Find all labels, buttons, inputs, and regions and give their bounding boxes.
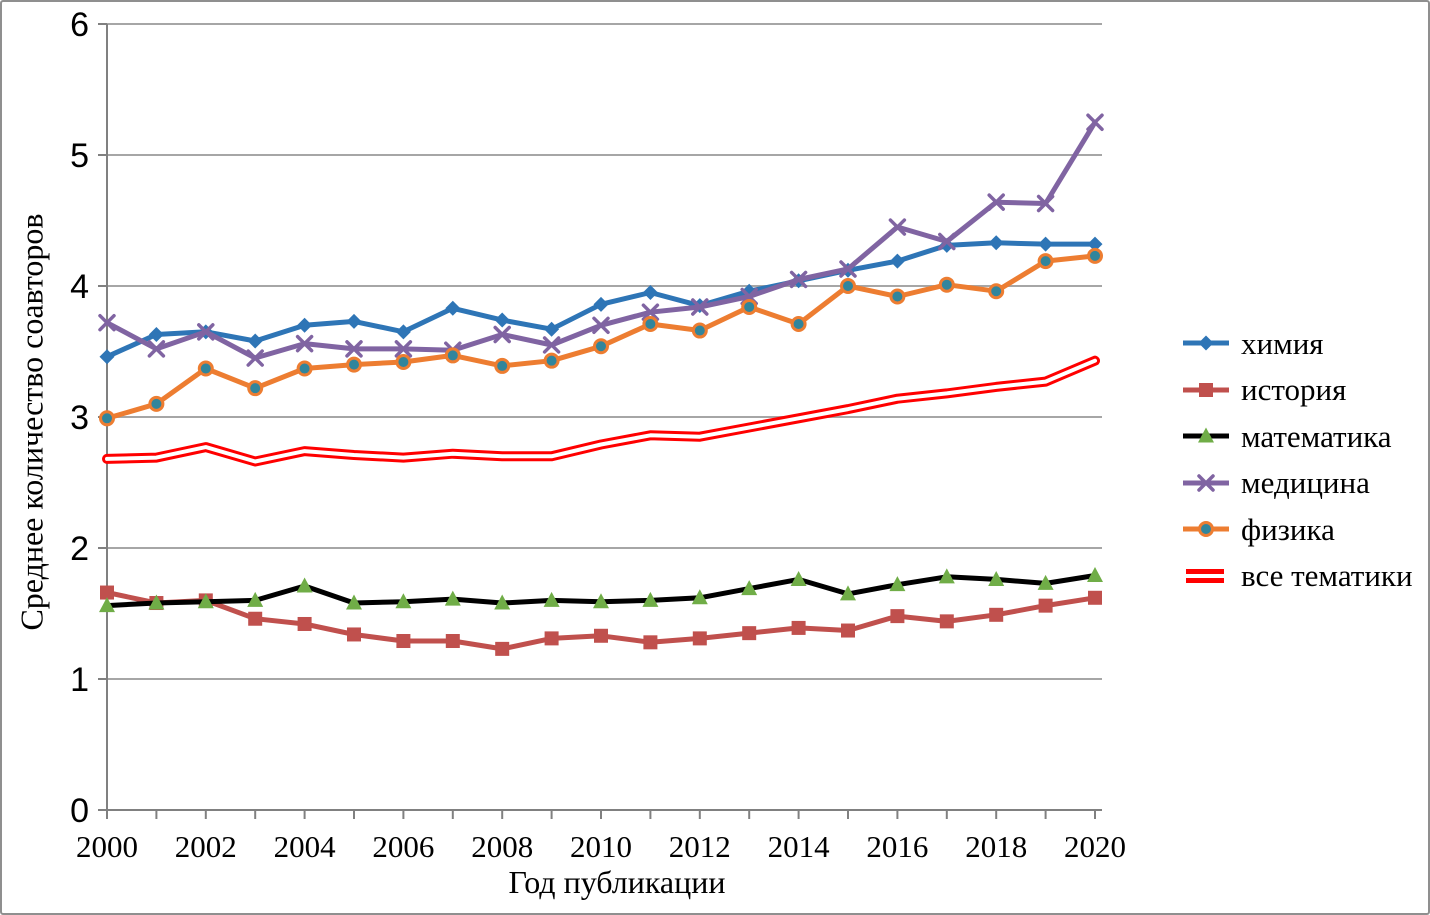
x-tick-label: 2004	[274, 829, 337, 864]
y-tick-label: 6	[70, 6, 89, 44]
series-mathematics-markers	[99, 567, 1103, 613]
y-axis-title: Среднее количество соавторов	[13, 213, 50, 631]
y-tick-label: 2	[70, 530, 89, 568]
x-tick-label: 2016	[866, 829, 928, 864]
x-tick-label: 2008	[471, 829, 533, 864]
series-physics	[99, 247, 1103, 427]
series-history-markers	[100, 585, 1102, 656]
legend-label-history: история	[1241, 372, 1347, 408]
legend-label-chemistry: химия	[1241, 325, 1324, 361]
legend-item-history: история	[1182, 367, 1413, 414]
legend-symbol-all-topics	[1186, 568, 1224, 583]
x-axis-title: Год публикации	[508, 864, 726, 900]
series-medicine-markers	[98, 113, 1104, 367]
legend-item-physics: физика	[1182, 506, 1413, 553]
legend-label-mathematics: математика	[1241, 418, 1392, 454]
x-tick-label: 2020	[1064, 829, 1126, 864]
legend-symbol-mathematics	[1183, 427, 1229, 443]
x-tick-label: 2018	[965, 829, 1027, 864]
y-tick-label: 0	[70, 792, 89, 830]
series-physics-markers	[99, 247, 1103, 427]
legend-symbol-history	[1183, 382, 1229, 397]
series-mathematics	[99, 567, 1103, 613]
x-tick-label: 2002	[175, 829, 237, 864]
legend-label-medicine: медицина	[1241, 465, 1370, 501]
x-tick-label: 2014	[768, 829, 831, 864]
legend: химия история математика медицина физика все …	[1182, 320, 1413, 599]
legend-symbol-chemistry	[1183, 335, 1229, 351]
x-tick-label: 2006	[372, 829, 434, 864]
legend-item-medicine: медицина	[1182, 460, 1413, 507]
legend-item-all-topics: все тематики	[1182, 553, 1413, 600]
legend-symbol-medicine	[1183, 474, 1229, 492]
y-tick-label: 1	[70, 661, 89, 699]
y-tick-label: 4	[70, 268, 89, 306]
axis-ticks	[98, 23, 1096, 819]
legend-item-mathematics: математика	[1182, 413, 1413, 460]
y-tick-label: 3	[70, 399, 89, 437]
series-history	[100, 585, 1102, 656]
gridlines	[107, 23, 1102, 680]
legend-label-physics: физика	[1241, 511, 1335, 547]
series-chemistry	[99, 235, 1103, 365]
legend-item-chemistry: химия	[1182, 320, 1413, 367]
series-all-topics	[102, 355, 1100, 467]
legend-label-all-topics: все тематики	[1241, 558, 1413, 594]
x-tick-label: 2012	[669, 829, 731, 864]
x-tick-label: 2010	[570, 829, 632, 864]
y-tick-label: 5	[70, 137, 89, 175]
series-medicine	[98, 113, 1104, 367]
x-tick-label: 2000	[76, 829, 138, 864]
legend-symbol-physics	[1183, 521, 1229, 538]
